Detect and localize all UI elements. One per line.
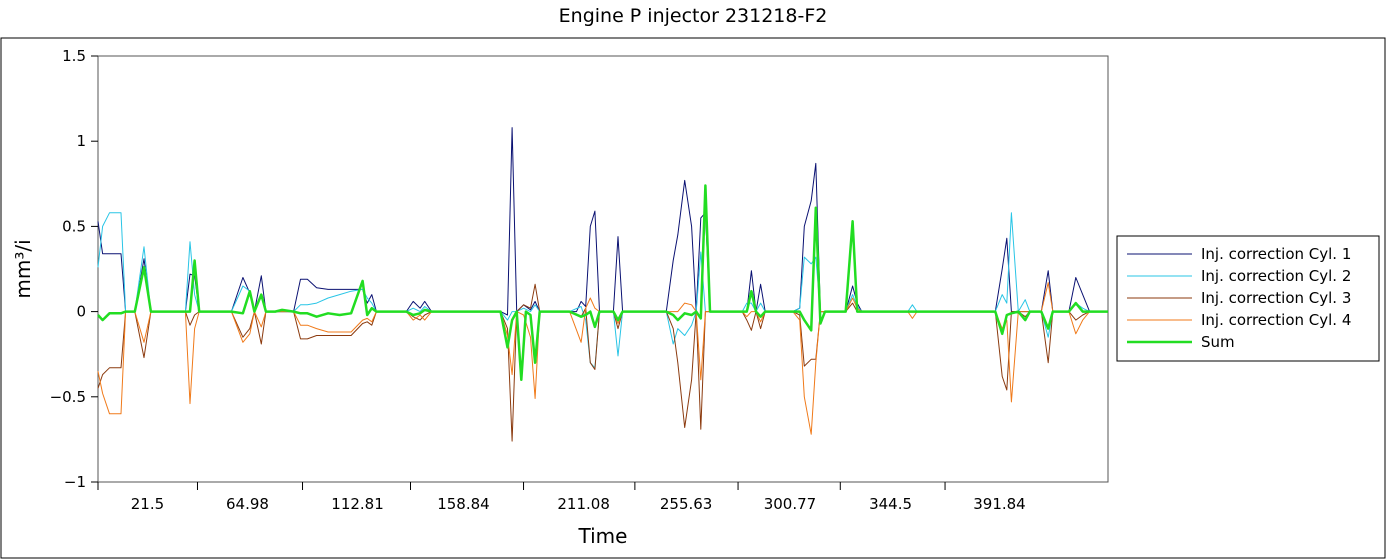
legend-label-3: Inj. correction Cyl. 3 xyxy=(1201,289,1351,307)
y-tick-label: 1 xyxy=(76,132,86,150)
x-tick-label: 300.77 xyxy=(764,495,817,513)
x-ticks: 21.5 64.98 112.81 158.84 211.08 255.63 300.77 3… xyxy=(97,482,1026,513)
series-line-5 xyxy=(97,184,1108,382)
y-tick-label: −1 xyxy=(64,473,86,491)
y-tick-label: 1.5 xyxy=(62,47,86,65)
series-line-4 xyxy=(97,282,1108,435)
chart-title: Engine P injector 231218-F2 xyxy=(559,5,828,27)
y-tick-label: −0.5 xyxy=(50,388,86,406)
y-tick-label: 0 xyxy=(76,303,86,321)
series-lines xyxy=(97,127,1108,442)
x-tick-label: 158.84 xyxy=(437,495,490,513)
x-tick-label: 255.63 xyxy=(660,495,713,513)
y-tick-label: 0.5 xyxy=(62,217,86,235)
legend-label-4: Inj. correction Cyl. 4 xyxy=(1201,311,1351,329)
x-tick-label: 21.5 xyxy=(131,495,164,513)
legend-label-1: Inj. correction Cyl. 1 xyxy=(1201,245,1351,263)
x-tick-label: 344.5 xyxy=(869,495,912,513)
legend-label-5: Sum xyxy=(1201,333,1235,351)
legend-label-2: Inj. correction Cyl. 2 xyxy=(1201,267,1351,285)
y-axis-label: mm³/i xyxy=(11,239,35,298)
x-axis-label: Time xyxy=(578,524,628,548)
plot-area xyxy=(97,55,1109,483)
x-tick-label: 211.08 xyxy=(557,495,610,513)
x-tick-label: 64.98 xyxy=(226,495,269,513)
y-ticks: −1 −0.5 0 0.5 1 1.5 xyxy=(50,47,98,491)
x-tick-label: 112.81 xyxy=(331,495,384,513)
legend: Inj. correction Cyl. 1 Inj. correction Cy… xyxy=(1116,235,1380,362)
x-tick-label: 391.84 xyxy=(973,495,1026,513)
